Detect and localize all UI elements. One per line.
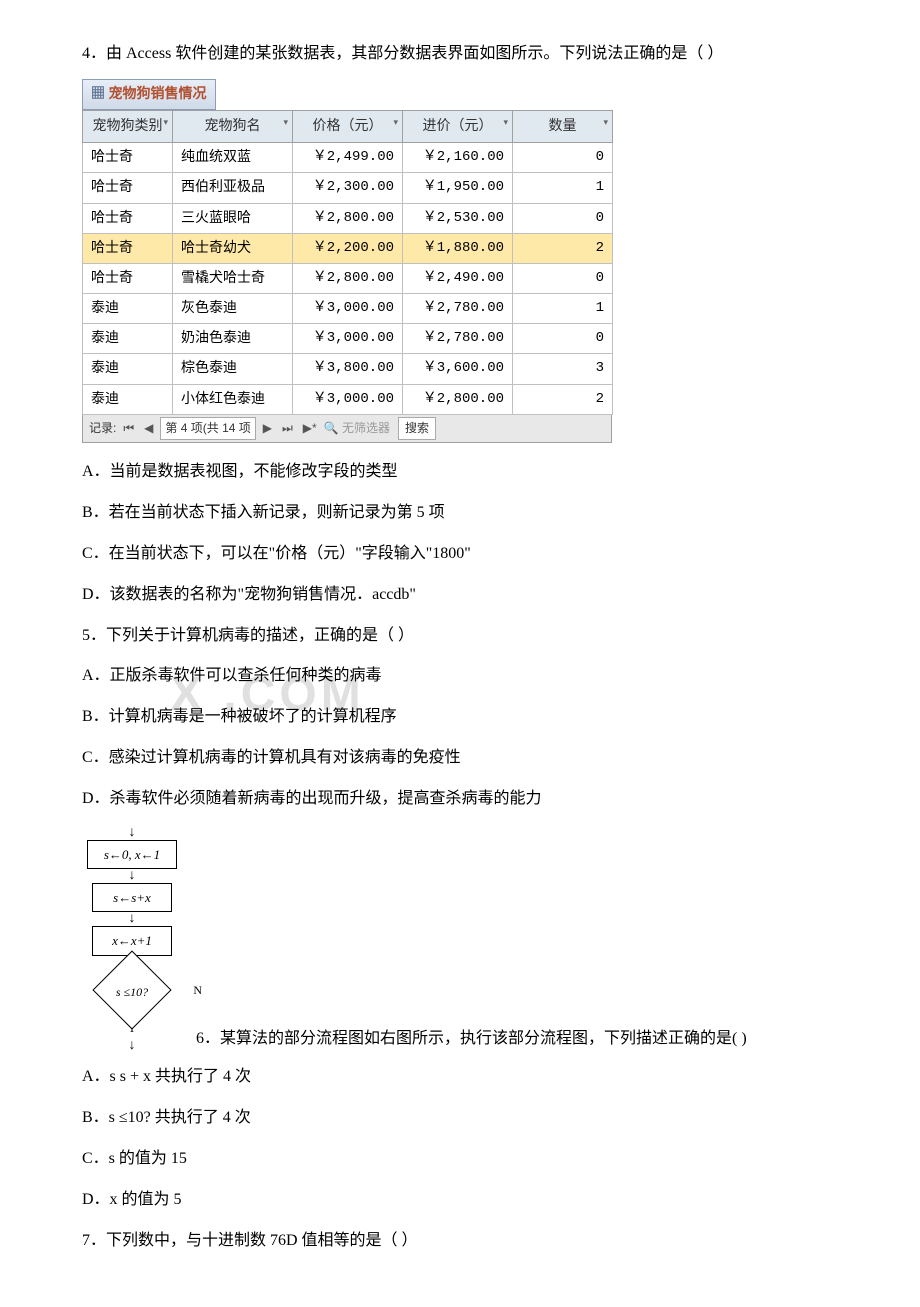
table-cell: 2 — [513, 384, 613, 414]
nav-label: 记录: — [89, 418, 116, 440]
q4-option-d: D．该数据表的名称为"宠物狗销售情况．accdb" — [82, 581, 870, 610]
nav-last-icon[interactable]: ⏭ — [279, 418, 296, 440]
table-cell: 泰迪 — [83, 354, 173, 384]
table-cell: 1 — [513, 294, 613, 324]
table-cell: 哈士奇 — [83, 173, 173, 203]
table-row[interactable]: 哈士奇纯血统双蓝￥2,499.00￥2,160.000 — [83, 143, 613, 173]
table-cell: 奶油色泰迪 — [173, 324, 293, 354]
q4-table-wrapper: 宠物狗销售情况 宠物狗类别宠物狗名价格（元）进价（元）数量 哈士奇纯血统双蓝￥2… — [82, 79, 870, 444]
table-cell: 泰迪 — [83, 294, 173, 324]
q5-option-d: D．杀毒软件必须随着新病毒的出现而升级，提高查杀病毒的能力 — [82, 785, 870, 814]
table-cell: 0 — [513, 203, 613, 233]
table-cell: 西伯利亚极品 — [173, 173, 293, 203]
q4-option-b: B．若在当前状态下插入新记录，则新记录为第 5 项 — [82, 499, 870, 528]
table-cell: 1 — [513, 173, 613, 203]
table-cell: 0 — [513, 143, 613, 173]
flow-decision-text: s ≤10? — [82, 982, 182, 1004]
table-cell: ￥2,780.00 — [403, 294, 513, 324]
table-header[interactable]: 价格（元） — [293, 110, 403, 142]
table-cell: 棕色泰迪 — [173, 354, 293, 384]
nav-position: 第 4 项(共 14 项 — [160, 417, 255, 441]
table-header[interactable]: 宠物狗名 — [173, 110, 293, 142]
table-row[interactable]: 哈士奇西伯利亚极品￥2,300.00￥1,950.001 — [83, 173, 613, 203]
nav-next-icon[interactable]: ▶ — [260, 418, 275, 440]
table-cell: 哈士奇幼犬 — [173, 233, 293, 263]
table-row[interactable]: 泰迪小体红色泰迪￥3,000.00￥2,800.002 — [83, 384, 613, 414]
nav-new-icon[interactable]: ▶* — [300, 418, 320, 440]
q4-table-title: 宠物狗销售情况 — [82, 79, 216, 110]
table-header[interactable]: 宠物狗类别 — [83, 110, 173, 142]
table-cell: 哈士奇 — [83, 233, 173, 263]
nav-prev-icon[interactable]: ◀ — [141, 418, 156, 440]
q6-option-a: A．s s + x 共执行了 4 次 — [82, 1063, 870, 1092]
q4-option-c: C．在当前状态下，可以在"价格（元）"字段输入"1800" — [82, 540, 870, 569]
q6-option-c: C．s 的值为 15 — [82, 1145, 870, 1174]
flow-init-box: s←0, x←1 — [87, 840, 177, 869]
table-cell: ￥2,800.00 — [293, 203, 403, 233]
table-cell: ￥2,300.00 — [293, 173, 403, 203]
table-header[interactable]: 进价（元） — [403, 110, 513, 142]
table-cell: ￥2,780.00 — [403, 324, 513, 354]
table-cell: ￥3,600.00 — [403, 354, 513, 384]
table-cell: 哈士奇 — [83, 143, 173, 173]
table-cell: ￥2,490.00 — [403, 263, 513, 293]
table-cell: 哈士奇 — [83, 263, 173, 293]
table-cell: 三火蓝眼哈 — [173, 203, 293, 233]
table-cell: ￥2,499.00 — [293, 143, 403, 173]
table-row[interactable]: 泰迪灰色泰迪￥3,000.00￥2,780.001 — [83, 294, 613, 324]
q6-flowchart: ↓ s←0, x←1 ↓ s←s+x ↓ x←x+1 ↓ s ≤10? N Y … — [82, 826, 182, 1054]
table-cell: ￥3,000.00 — [293, 384, 403, 414]
table-cell: 3 — [513, 354, 613, 384]
flow-n-label: N — [193, 980, 202, 1002]
table-cell: ￥2,800.00 — [403, 384, 513, 414]
nav-search[interactable]: 搜索 — [398, 417, 436, 441]
table-header[interactable]: 数量 — [513, 110, 613, 142]
q7-text: 7．下列数中，与十进制数 76D 值相等的是（ ） — [82, 1227, 870, 1256]
table-cell: ￥3,800.00 — [293, 354, 403, 384]
nav-first-icon[interactable]: ⏮ — [120, 418, 137, 440]
table-row[interactable]: 哈士奇雪橇犬哈士奇￥2,800.00￥2,490.000 — [83, 263, 613, 293]
table-cell: ￥3,000.00 — [293, 324, 403, 354]
nav-filter: 🔍 无筛选器 — [324, 418, 390, 440]
q5-option-b: B．计算机病毒是一种被破坏了的计算机程序 — [82, 703, 870, 732]
table-cell: 灰色泰迪 — [173, 294, 293, 324]
table-row[interactable]: 哈士奇哈士奇幼犬￥2,200.00￥1,880.002 — [83, 233, 613, 263]
q6-option-b: B．s ≤10? 共执行了 4 次 — [82, 1104, 870, 1133]
table-cell: ￥1,880.00 — [403, 233, 513, 263]
q6-text: 6．某算法的部分流程图如右图所示，执行该部分流程图，下列描述正确的是( ) — [196, 1030, 747, 1047]
table-cell: 0 — [513, 324, 613, 354]
q5-text: 5．下列关于计算机病毒的描述，正确的是（ ） — [82, 622, 870, 651]
table-cell: 雪橇犬哈士奇 — [173, 263, 293, 293]
table-cell: 哈士奇 — [83, 203, 173, 233]
table-cell: 小体红色泰迪 — [173, 384, 293, 414]
table-row[interactable]: 哈士奇三火蓝眼哈￥2,800.00￥2,530.000 — [83, 203, 613, 233]
q4-text: 4．由 Access 软件创建的某张数据表，其部分数据表界面如图所示。下列说法正… — [50, 40, 870, 69]
q4-option-a: A．当前是数据表视图，不能修改字段的类型 — [82, 458, 870, 487]
table-cell: 泰迪 — [83, 384, 173, 414]
table-row[interactable]: 泰迪棕色泰迪￥3,800.00￥3,600.003 — [83, 354, 613, 384]
flow-step1-box: s←s+x — [92, 883, 172, 912]
table-cell: ￥2,200.00 — [293, 233, 403, 263]
q5-option-a: A．正版杀毒软件可以查杀任何种类的病毒 — [82, 662, 870, 691]
table-cell: ￥3,000.00 — [293, 294, 403, 324]
table-row[interactable]: 泰迪奶油色泰迪￥3,000.00￥2,780.000 — [83, 324, 613, 354]
table-cell: 泰迪 — [83, 324, 173, 354]
table-cell: ￥2,530.00 — [403, 203, 513, 233]
q5-option-c: C．感染过计算机病毒的计算机具有对该病毒的免疫性 — [82, 744, 870, 773]
table-cell: 2 — [513, 233, 613, 263]
table-cell: 0 — [513, 263, 613, 293]
table-cell: 纯血统双蓝 — [173, 143, 293, 173]
table-cell: ￥2,160.00 — [403, 143, 513, 173]
table-cell: ￥2,800.00 — [293, 263, 403, 293]
table-cell: ￥1,950.00 — [403, 173, 513, 203]
q4-data-table: 宠物狗类别宠物狗名价格（元）进价（元）数量 哈士奇纯血统双蓝￥2,499.00￥… — [82, 110, 613, 415]
q6-option-d: D．x 的值为 5 — [82, 1186, 870, 1215]
record-navigator: 记录: ⏮ ◀ 第 4 项(共 14 项 ▶ ⏭ ▶* 🔍 无筛选器 搜索 — [82, 415, 612, 444]
